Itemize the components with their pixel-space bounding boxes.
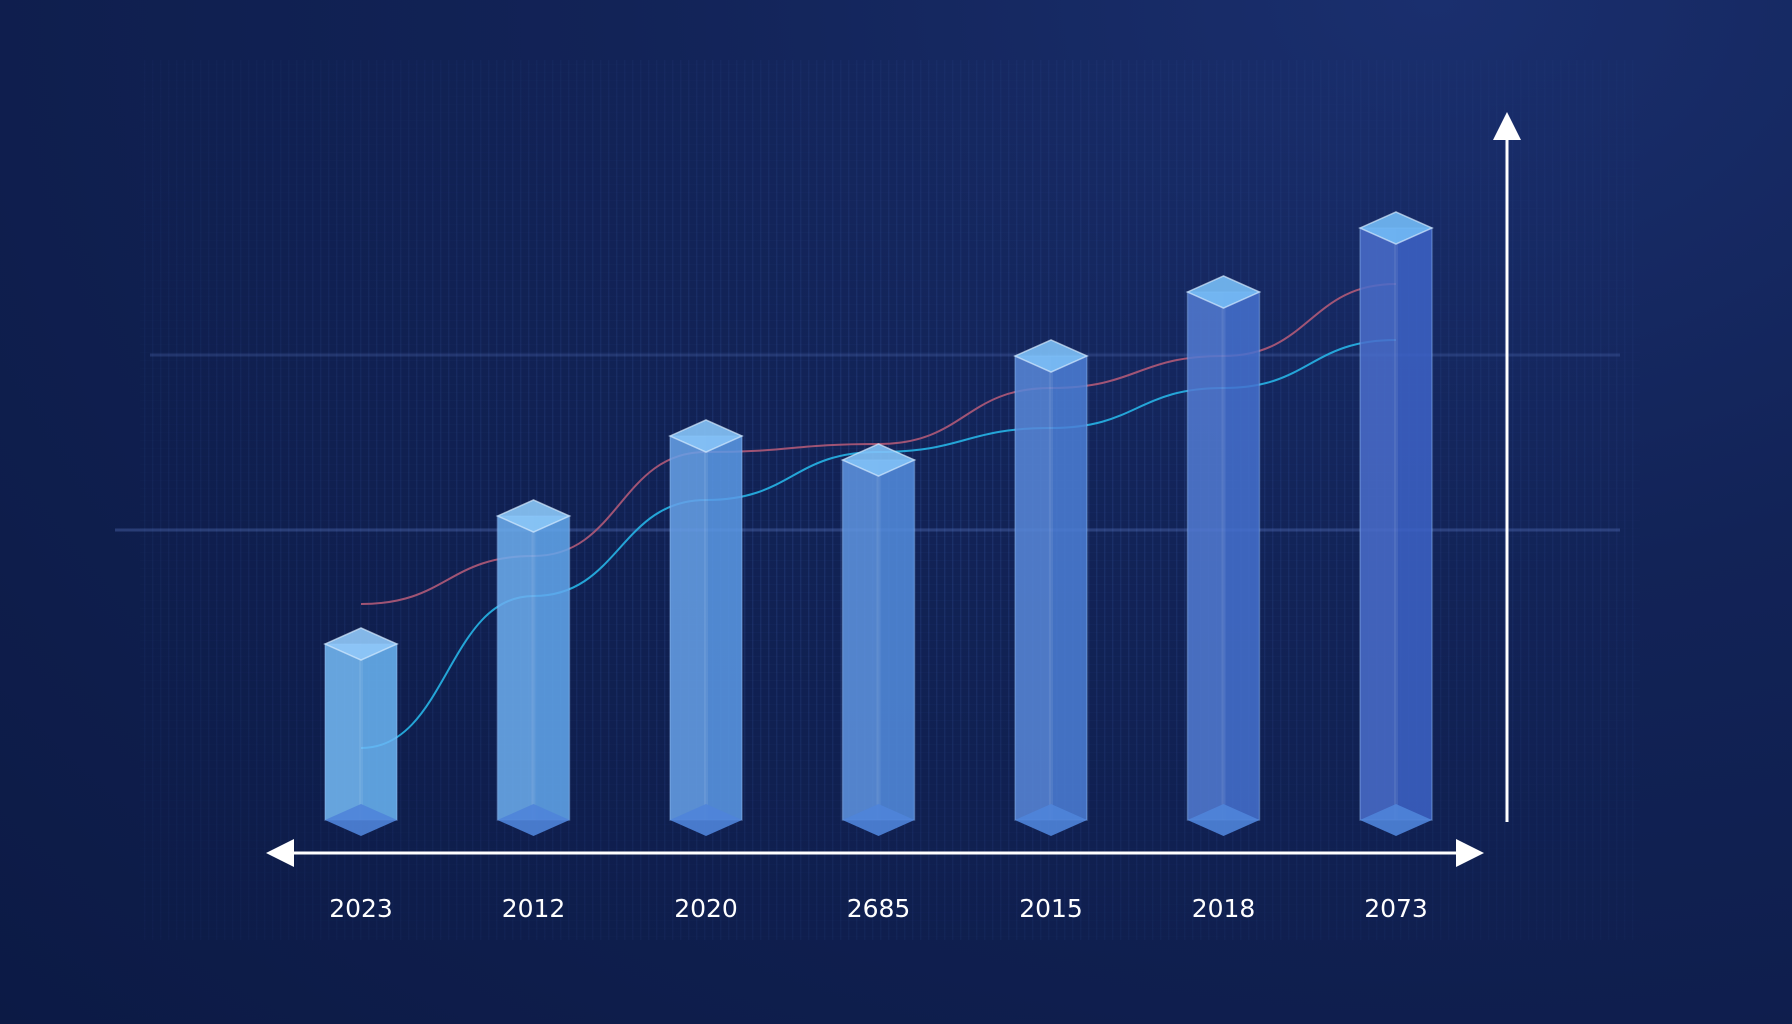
bar-body bbox=[1187, 292, 1260, 820]
bar-top-cap bbox=[323, 627, 399, 661]
bar-bottom-facet bbox=[842, 804, 915, 836]
bar-bottom-facet bbox=[325, 804, 397, 836]
bar-edge-highlight bbox=[1394, 244, 1398, 820]
bar-edge-highlight bbox=[531, 532, 536, 820]
x-tick-label: 2018 bbox=[1192, 894, 1256, 923]
bar-edge-highlight bbox=[704, 452, 708, 820]
x-tick-label: 2020 bbox=[674, 894, 738, 923]
x-axis-right-arrow-icon bbox=[1456, 839, 1484, 867]
bar-top-cap bbox=[1185, 275, 1262, 309]
bar-body bbox=[1015, 356, 1087, 820]
bar-bottom-facet bbox=[1015, 804, 1087, 836]
bar-2018 bbox=[1185, 275, 1262, 836]
bar-edge-highlight bbox=[1049, 372, 1053, 820]
bar-2073 bbox=[1358, 211, 1434, 836]
bar-2015 bbox=[1013, 339, 1089, 836]
bar-body bbox=[670, 436, 742, 820]
x-tick-label: 2023 bbox=[329, 894, 393, 923]
bar-edge-highlight bbox=[1221, 308, 1226, 820]
bar-body bbox=[1360, 228, 1432, 820]
bar-left-face bbox=[842, 460, 879, 820]
bar-top-cap bbox=[1013, 339, 1089, 373]
bar-top-cap bbox=[840, 443, 917, 477]
x-axis-left-arrow-icon bbox=[266, 839, 294, 867]
bar-left-face bbox=[325, 644, 361, 820]
bar-body bbox=[325, 644, 397, 820]
bar-top-cap bbox=[495, 499, 572, 533]
bar-left-face bbox=[1360, 228, 1396, 820]
bar-2685 bbox=[840, 443, 917, 836]
bar-left-face bbox=[670, 436, 706, 820]
bar-2012 bbox=[495, 499, 572, 836]
y-axis-up-arrow-icon bbox=[1493, 112, 1521, 140]
x-axis bbox=[266, 839, 1484, 867]
bar-left-face bbox=[497, 516, 534, 820]
x-tick-label: 2015 bbox=[1019, 894, 1083, 923]
x-tick-label: 2012 bbox=[502, 894, 566, 923]
bar-bottom-facet bbox=[497, 804, 570, 836]
bar-edge-highlight bbox=[359, 660, 363, 820]
bar-2023 bbox=[323, 627, 399, 836]
bar-edge-highlight bbox=[876, 476, 881, 820]
bar-bottom-facet bbox=[1360, 804, 1432, 836]
bar-left-face bbox=[1187, 292, 1224, 820]
x-tick-label: 2073 bbox=[1364, 894, 1428, 923]
bar-bottom-facet bbox=[1187, 804, 1260, 836]
bar-top-cap bbox=[668, 419, 744, 453]
bar-top-cap bbox=[1358, 211, 1434, 245]
x-tick-labels: 2023 2012 2020 2685 2015 2018 2073 bbox=[329, 894, 1428, 923]
bar-bottom-facet bbox=[670, 804, 742, 836]
x-tick-label: 2685 bbox=[847, 894, 911, 923]
bar-2020 bbox=[668, 419, 744, 836]
bars bbox=[323, 211, 1434, 836]
y-axis bbox=[1493, 112, 1521, 822]
bar-body bbox=[842, 460, 915, 820]
bar-left-face bbox=[1015, 356, 1051, 820]
bar-body bbox=[497, 516, 570, 820]
